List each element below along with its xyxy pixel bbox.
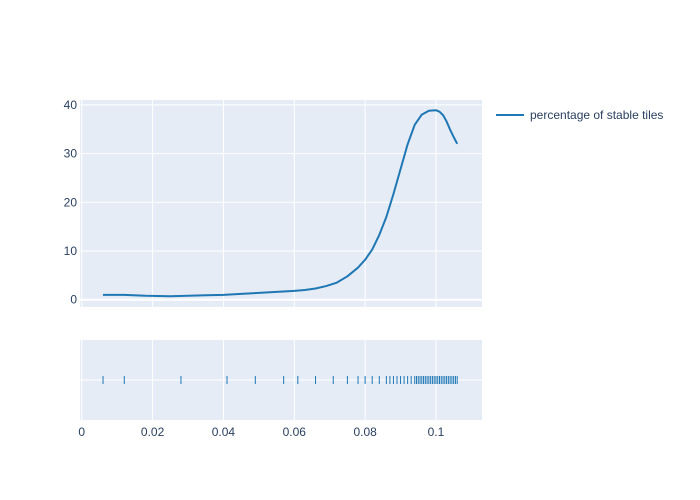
x-tick-label: 0.1 bbox=[428, 425, 445, 439]
main-series-layer bbox=[103, 109, 459, 298]
x-tick-label: 0.08 bbox=[353, 425, 377, 439]
legend[interactable]: percentage of stable tiles bbox=[496, 108, 663, 122]
y-tick-label: 10 bbox=[64, 244, 78, 258]
main-vertical-gridlines bbox=[81, 100, 437, 307]
rug-marks bbox=[102, 376, 458, 384]
y-axis-tick-labels: 0 10 20 30 40 bbox=[64, 98, 78, 307]
x-tick-label: 0.02 bbox=[141, 425, 165, 439]
x-axis-tick-labels: 0 0.02 0.04 0.06 0.08 0.1 bbox=[78, 425, 444, 439]
series-line-percentage-of-stable-tiles bbox=[103, 109, 459, 298]
main-horizontal-gridlines bbox=[80, 104, 482, 301]
y-tick-label: 0 bbox=[70, 293, 77, 307]
x-tick-label: 0.06 bbox=[283, 425, 307, 439]
main-plot-area bbox=[80, 100, 482, 307]
x-tick-label: 0 bbox=[78, 425, 85, 439]
y-tick-label: 20 bbox=[64, 195, 78, 209]
legend-label: percentage of stable tiles bbox=[530, 108, 663, 122]
y-tick-label: 30 bbox=[64, 147, 78, 161]
x-tick-label: 0.04 bbox=[212, 425, 236, 439]
y-tick-label: 40 bbox=[64, 98, 78, 112]
